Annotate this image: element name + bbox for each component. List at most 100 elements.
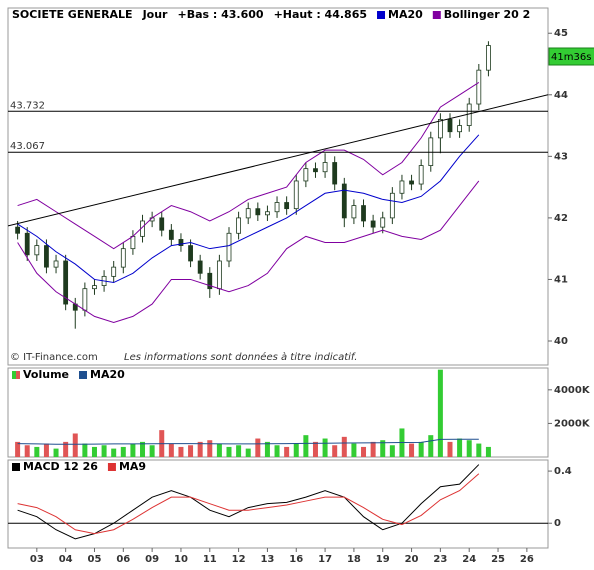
volume-bar bbox=[82, 443, 88, 457]
x-tick-label: 26 bbox=[520, 554, 534, 565]
x-tick-label: 12 bbox=[232, 554, 246, 565]
x-tick-label: 09 bbox=[145, 554, 159, 565]
volume-bar bbox=[312, 441, 318, 457]
volume-bar bbox=[389, 445, 395, 457]
candle-body bbox=[293, 180, 299, 210]
volume-bar bbox=[447, 441, 453, 457]
legend-swatch bbox=[432, 11, 441, 19]
x-tick-label: 04 bbox=[59, 554, 73, 565]
volume-bar bbox=[457, 438, 463, 457]
x-tick-label: 11 bbox=[203, 554, 217, 565]
candle-body bbox=[24, 232, 30, 256]
candle-body bbox=[178, 239, 184, 246]
volume-bar bbox=[245, 448, 251, 457]
volume-bar bbox=[101, 445, 107, 457]
x-tick-label: 18 bbox=[347, 554, 361, 565]
candle-body bbox=[53, 260, 59, 268]
x-tick-label: 23 bbox=[433, 554, 447, 565]
y-tick-label: 0 bbox=[554, 518, 561, 529]
volume-bar bbox=[255, 438, 261, 457]
volume-bar bbox=[284, 446, 290, 457]
volume-bar bbox=[264, 441, 270, 457]
candle-body bbox=[418, 165, 424, 185]
low-label: +Bas : 43.600 bbox=[177, 8, 263, 21]
volume-bar bbox=[485, 446, 491, 457]
legend-label: Bollinger 20 2 bbox=[444, 8, 530, 21]
x-tick-label: 25 bbox=[491, 554, 505, 565]
volume-bar bbox=[34, 446, 40, 457]
volume-bar bbox=[140, 441, 146, 457]
y-tick-label: 42 bbox=[554, 213, 568, 224]
candle-body bbox=[63, 260, 69, 305]
legend-swatch bbox=[377, 11, 386, 19]
volume-bar bbox=[168, 443, 174, 457]
volume-ma bbox=[17, 438, 479, 445]
ma-line bbox=[17, 134, 480, 284]
volume-bar bbox=[91, 446, 97, 457]
volume-bar bbox=[303, 435, 309, 457]
candle-body bbox=[284, 202, 290, 210]
candle-body bbox=[399, 180, 405, 194]
y-tick-label: 45 bbox=[554, 28, 568, 39]
candle-body bbox=[437, 119, 443, 139]
x-tick-label: 05 bbox=[88, 554, 102, 565]
x-tick-label: 20 bbox=[405, 554, 419, 565]
candle-body bbox=[274, 202, 280, 213]
volume-bar bbox=[236, 445, 242, 457]
x-tick-label: 06 bbox=[116, 554, 130, 565]
candle-body bbox=[389, 192, 395, 219]
candle-body bbox=[303, 168, 309, 182]
legend-swatch bbox=[16, 371, 20, 379]
candle-body bbox=[447, 119, 453, 133]
candle-body bbox=[457, 125, 463, 133]
x-tick-label: 03 bbox=[30, 554, 44, 565]
x-tick-label: 10 bbox=[174, 554, 188, 565]
y-tick-label: 2000K bbox=[554, 418, 591, 429]
level-label: 43.732 bbox=[10, 100, 45, 111]
candle-body bbox=[111, 266, 117, 277]
candle-body bbox=[207, 272, 213, 290]
band-upper bbox=[17, 82, 480, 250]
legend-label: MA9 bbox=[119, 460, 146, 473]
volume-bar bbox=[466, 440, 472, 457]
legend-swatch bbox=[79, 371, 87, 379]
candle-body bbox=[341, 183, 347, 219]
volume-bar bbox=[428, 435, 434, 457]
panel-frame bbox=[7, 7, 549, 366]
source: © IT-Finance.com bbox=[10, 352, 98, 363]
volume-bar bbox=[72, 433, 78, 457]
volume-bar bbox=[53, 448, 59, 457]
volume-bar bbox=[111, 448, 117, 457]
y-tick-label: 0.4 bbox=[554, 466, 572, 477]
x-tick-label: 13 bbox=[260, 554, 274, 565]
disclaimer: Les informations sont données à titre in… bbox=[124, 351, 357, 363]
candle-body bbox=[351, 205, 357, 219]
candle-body bbox=[34, 245, 40, 256]
volume-bar bbox=[370, 441, 376, 457]
candle-body bbox=[15, 226, 21, 234]
volume-bar bbox=[409, 443, 415, 457]
candle-body bbox=[130, 235, 136, 250]
volume-bar bbox=[476, 443, 482, 457]
legend-swatch bbox=[107, 463, 116, 471]
candle-body bbox=[82, 288, 88, 311]
volume-bar bbox=[149, 445, 155, 457]
volume-bar bbox=[361, 446, 367, 457]
volume-bar bbox=[120, 446, 126, 457]
candle-body bbox=[159, 217, 165, 231]
candle-body bbox=[332, 162, 338, 185]
volume-bar bbox=[197, 441, 203, 457]
band-lower bbox=[17, 180, 480, 324]
volume-bar bbox=[437, 369, 443, 457]
volume-bar bbox=[24, 445, 30, 457]
indicator-line bbox=[17, 473, 480, 535]
candle-body bbox=[188, 245, 193, 262]
legend-label: Volume bbox=[23, 368, 69, 381]
candle-body bbox=[120, 248, 126, 268]
candle-body bbox=[265, 211, 270, 216]
candle-body bbox=[380, 217, 386, 228]
volume-bar bbox=[293, 443, 299, 457]
high-label: +Haut : 44.865 bbox=[274, 8, 367, 21]
volume-bar bbox=[351, 443, 357, 457]
